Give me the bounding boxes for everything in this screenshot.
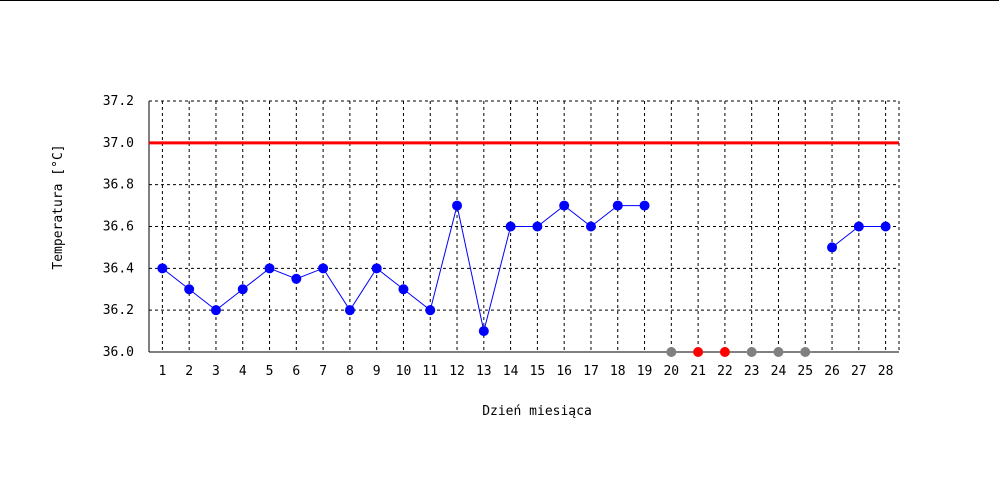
data-point xyxy=(612,200,623,211)
y-tick-label: 36.8 xyxy=(103,178,134,193)
data-point xyxy=(291,273,302,284)
x-tick-label: 7 xyxy=(319,364,327,379)
x-tick-label: 1 xyxy=(158,364,166,379)
x-tick-label: 2 xyxy=(185,364,193,379)
x-tick-label: 27 xyxy=(851,364,867,379)
missing-day-marker xyxy=(666,347,677,357)
x-tick-label: 5 xyxy=(266,364,274,379)
data-point xyxy=(532,221,543,232)
x-tick-label: 10 xyxy=(396,364,412,379)
x-tick-label: 6 xyxy=(292,364,300,379)
x-tick-label: 21 xyxy=(690,364,706,379)
y-tick-label: 36.4 xyxy=(103,261,134,276)
x-tick-label: 4 xyxy=(239,364,247,379)
x-tick-label: 17 xyxy=(583,364,599,379)
series-points xyxy=(157,200,891,357)
x-tick-label: 24 xyxy=(771,364,787,379)
x-tick-label: 26 xyxy=(824,364,840,379)
y-tick-label: 37.2 xyxy=(103,94,134,109)
x-tick-label: 28 xyxy=(878,364,894,379)
data-point xyxy=(585,221,596,232)
data-point xyxy=(398,284,409,295)
x-tick-labels: 1 2 3 4 5 6 7 8 9 10 11 12 13 14 15 16 17 18 19 20 21 22 23 24 2… xyxy=(158,364,893,379)
x-axis-title: Dzień miesiąca xyxy=(482,404,592,419)
missing-day-marker xyxy=(773,347,784,357)
x-tick-label: 19 xyxy=(637,364,653,379)
data-point xyxy=(505,221,516,232)
data-point xyxy=(639,200,650,211)
missing-day-marker xyxy=(746,347,757,357)
x-tick-label: 20 xyxy=(663,364,679,379)
data-point xyxy=(264,263,275,274)
y-tick-label: 36.6 xyxy=(103,220,134,235)
missing-day-marker xyxy=(693,347,704,357)
x-tick-label: 8 xyxy=(346,364,354,379)
top-border xyxy=(0,0,999,1)
data-point xyxy=(452,200,463,211)
missing-day-marker xyxy=(719,347,730,357)
x-tick-label: 15 xyxy=(530,364,546,379)
y-axis-title: Temperatura [°C] xyxy=(51,144,66,269)
data-point xyxy=(478,326,489,337)
x-tick-label: 22 xyxy=(717,364,733,379)
data-point xyxy=(210,305,221,316)
x-tick-label: 14 xyxy=(503,364,519,379)
y-tick-labels: 36.0 36.2 36.4 36.6 36.8 37.0 37.2 xyxy=(103,94,134,360)
data-point xyxy=(880,221,891,232)
x-tick-label: 23 xyxy=(744,364,760,379)
data-point xyxy=(237,284,248,295)
y-tick-label: 37.0 xyxy=(103,136,134,151)
x-tick-label: 11 xyxy=(422,364,438,379)
x-tick-label: 3 xyxy=(212,364,220,379)
data-point xyxy=(184,284,195,295)
data-point xyxy=(344,305,355,316)
data-point xyxy=(157,263,168,274)
x-tick-label: 12 xyxy=(449,364,465,379)
x-tick-label: 9 xyxy=(373,364,381,379)
y-tick-label: 36.0 xyxy=(103,345,134,360)
missing-day-marker xyxy=(800,347,811,357)
x-tick-label: 18 xyxy=(610,364,626,379)
data-point xyxy=(371,263,382,274)
data-point xyxy=(827,242,838,253)
data-point xyxy=(318,263,329,274)
x-tick-label: 16 xyxy=(556,364,572,379)
data-point xyxy=(559,200,570,211)
data-point xyxy=(425,305,436,316)
y-tick-label: 36.2 xyxy=(103,303,134,318)
x-tick-label: 25 xyxy=(797,364,813,379)
x-tick-label: 13 xyxy=(476,364,492,379)
data-point xyxy=(853,221,864,232)
